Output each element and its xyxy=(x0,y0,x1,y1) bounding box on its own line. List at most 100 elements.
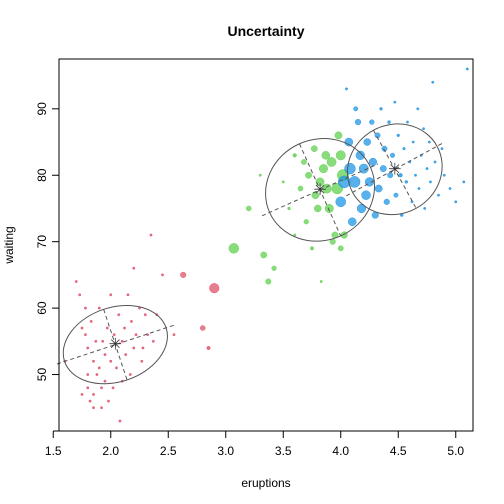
data-point xyxy=(206,345,211,350)
data-point xyxy=(454,200,458,204)
data-point xyxy=(86,373,90,376)
data-point xyxy=(92,359,95,363)
data-points-layer xyxy=(63,67,469,423)
data-point xyxy=(374,184,383,193)
x-tick-label: 2.0 xyxy=(102,444,119,458)
x-tick-label: 1.5 xyxy=(45,444,62,458)
data-point xyxy=(124,353,128,357)
data-point xyxy=(86,386,90,390)
data-point xyxy=(305,171,312,179)
data-point xyxy=(396,133,400,138)
data-point xyxy=(389,152,396,158)
x-tick-label: 3.0 xyxy=(217,444,234,458)
data-point xyxy=(80,393,84,396)
data-point xyxy=(101,339,105,343)
data-point xyxy=(287,206,291,211)
data-point xyxy=(100,406,104,410)
data-point xyxy=(260,251,268,259)
x-tick-label: 2.5 xyxy=(160,444,177,458)
component-ellipses-layer: ✳ ✳ ✳ xyxy=(56,123,444,385)
data-point xyxy=(88,399,92,403)
data-point xyxy=(172,333,176,337)
data-point xyxy=(355,150,365,160)
x-tick-label: 5.0 xyxy=(447,444,464,458)
data-point xyxy=(258,173,262,177)
data-point xyxy=(416,107,420,111)
chart-title: Uncertainty xyxy=(227,23,304,39)
data-point xyxy=(448,187,452,190)
data-point xyxy=(423,207,427,210)
data-point xyxy=(335,196,347,208)
data-point xyxy=(398,173,403,178)
data-point xyxy=(361,190,371,200)
y-tick-label: 70 xyxy=(35,235,49,249)
data-point xyxy=(465,67,469,71)
component-major-axis xyxy=(103,309,128,381)
data-point xyxy=(321,151,331,160)
data-point xyxy=(94,339,98,343)
data-point xyxy=(161,273,164,277)
data-point xyxy=(103,379,107,383)
component-center-star: ✳ xyxy=(388,161,401,178)
data-point xyxy=(293,233,297,237)
data-point xyxy=(462,180,466,184)
data-point xyxy=(440,147,444,151)
data-point xyxy=(402,147,406,151)
data-point xyxy=(84,306,87,310)
data-point xyxy=(337,245,344,252)
component-major-axis xyxy=(373,129,417,209)
data-point xyxy=(209,283,220,294)
data-point xyxy=(109,293,113,297)
data-point xyxy=(379,107,383,111)
data-point xyxy=(369,119,375,125)
data-point xyxy=(301,159,307,165)
data-point xyxy=(368,157,378,167)
data-point xyxy=(393,192,399,198)
data-point xyxy=(132,346,136,350)
data-point xyxy=(271,265,277,271)
data-point xyxy=(92,393,95,396)
data-point xyxy=(345,87,348,91)
data-point xyxy=(437,193,440,197)
data-point xyxy=(120,339,124,343)
x-axis-label: eruptions xyxy=(241,476,290,490)
data-point xyxy=(126,293,130,297)
data-point xyxy=(383,198,390,205)
component-minor-axis xyxy=(261,163,379,217)
x-tick-label: 3.5 xyxy=(275,444,292,458)
data-point xyxy=(128,373,132,376)
data-point xyxy=(281,180,285,184)
data-point xyxy=(92,406,95,410)
data-point xyxy=(292,153,297,158)
data-point xyxy=(103,353,107,357)
data-point xyxy=(319,280,323,283)
data-point xyxy=(80,326,84,330)
data-point xyxy=(109,359,113,363)
x-axis: 1.5 2.0 2.5 3.0 3.5 4.0 4.5 5.0 xyxy=(45,430,464,458)
data-point xyxy=(348,176,361,188)
x-tick-label: 4.0 xyxy=(332,444,349,458)
data-point xyxy=(358,163,369,174)
data-point xyxy=(411,140,415,144)
data-point xyxy=(326,157,337,167)
data-point xyxy=(319,164,328,174)
data-point xyxy=(310,246,314,251)
data-point xyxy=(353,106,359,112)
data-point xyxy=(431,80,435,84)
data-point xyxy=(363,138,371,146)
x-tick-label: 4.5 xyxy=(390,444,407,458)
data-point xyxy=(427,140,431,144)
y-tick-label: 80 xyxy=(35,168,49,182)
data-point xyxy=(387,120,391,124)
y-tick-label: 50 xyxy=(35,368,49,382)
data-point xyxy=(347,217,357,227)
data-point xyxy=(425,167,429,171)
data-point xyxy=(381,145,388,152)
data-point xyxy=(344,137,354,147)
component-center-star: ✳ xyxy=(313,182,326,199)
data-point xyxy=(143,313,147,317)
data-point xyxy=(107,399,110,403)
data-point xyxy=(118,419,122,423)
data-point xyxy=(414,173,417,177)
